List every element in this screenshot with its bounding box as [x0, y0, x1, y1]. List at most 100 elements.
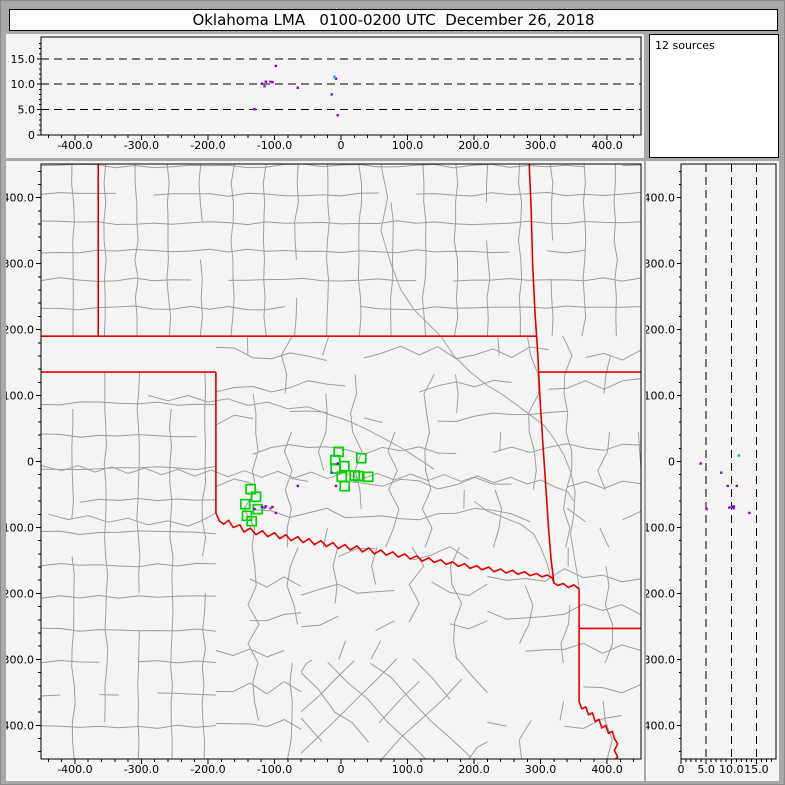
x-axis-tick-label: -300.0: [124, 763, 159, 776]
y-axis-tick-label: -400.0: [646, 719, 675, 732]
source-point: [253, 107, 256, 111]
window-title: Oklahoma LMA 0100-0200 UTC December 26, …: [9, 9, 778, 31]
altitude-tick-label: 10.0: [719, 763, 744, 776]
source-point: [296, 484, 299, 488]
y-axis-tick-label: 0: [668, 456, 675, 469]
source-point: [260, 82, 264, 85]
altitude-vs-eastwest-panel: -400.0 -300.0 -200.0 -100.0 0 100.0 200.0 300.0…: [6, 34, 644, 158]
source-point: [735, 484, 738, 488]
source-count-label: 12 sources: [655, 39, 715, 52]
source-point: [269, 80, 272, 83]
y-axis-tick-label: 400.0: [6, 192, 34, 205]
source-count-panel: 12 sources: [649, 34, 779, 158]
source-point: [269, 507, 272, 510]
altitude-tick-label: 5.0: [18, 104, 36, 117]
source-point: [271, 505, 274, 509]
source-point: [253, 507, 256, 511]
y-axis-tick-label: 300.0: [646, 258, 675, 271]
altitude-vs-eastwest-plot[interactable]: -400.0 -300.0 -200.0 -100.0 0 100.0 200.0 300.0…: [6, 34, 644, 158]
altitude-tick-label: 0: [28, 129, 35, 142]
altitude-tick-label: 5.0: [697, 763, 715, 776]
altitude-tick-label: 0: [678, 763, 685, 776]
source-point: [732, 507, 735, 510]
x-axis-tick-label: 200.0: [458, 139, 490, 152]
source-point: [726, 484, 729, 488]
x-axis-tick-label: 300.0: [525, 139, 557, 152]
source-point: [271, 80, 274, 84]
source-point: [330, 471, 333, 474]
map-layer: [41, 164, 641, 759]
lma-station-marker: [330, 463, 342, 474]
y-axis-tick-label: -200.0: [646, 587, 675, 600]
y-axis-tick-label: -200.0: [6, 587, 34, 600]
source-point: [705, 507, 708, 511]
source-point: [737, 454, 741, 457]
y-axis-tick-label: -100.0: [6, 521, 34, 534]
source-point: [728, 506, 731, 509]
x-axis-tick-label: 300.0: [525, 763, 557, 776]
lma-station-marker: [252, 503, 264, 515]
y-axis-tick-label: 200.0: [6, 324, 34, 337]
source-point: [336, 113, 339, 117]
x-axis-tick-label: -200.0: [190, 763, 225, 776]
y-axis-tick-label: 100.0: [646, 390, 675, 403]
source-point: [732, 505, 735, 509]
x-axis-tick-label: 200.0: [458, 763, 490, 776]
altitude-vs-northsouth-panel: 0 5.0 10.015.0 400.0 300.0 200.0 100.0 0 -100.0 -…: [646, 161, 779, 781]
source-point: [330, 93, 333, 96]
source-point: [296, 86, 299, 89]
source-point: [333, 454, 336, 457]
x-axis-tick-label: 0: [338, 763, 345, 776]
y-axis-tick-label: 100.0: [6, 390, 34, 403]
altitude-tick-label: 15.0: [11, 53, 36, 66]
source-point: [264, 80, 268, 83]
source-point: [274, 64, 278, 68]
x-axis-tick-label: -100.0: [257, 763, 292, 776]
source-point: [333, 75, 336, 78]
lma-station-marker: [349, 470, 361, 481]
source-point: [260, 505, 264, 509]
y-axis-tick-label: -300.0: [646, 653, 675, 666]
y-axis-tick-label: 200.0: [646, 324, 675, 337]
y-axis-tick-label: 0: [27, 456, 34, 469]
source-point: [263, 506, 266, 509]
y-axis-tick-label: -100.0: [646, 521, 675, 534]
y-axis-tick-label: 400.0: [646, 192, 675, 205]
altitude-tick-label: 10.0: [11, 78, 36, 91]
lma-station-marker: [246, 515, 258, 527]
source-point: [274, 511, 278, 515]
source-point: [334, 77, 338, 80]
y-axis-tick-label: -400.0: [6, 719, 34, 732]
plan-view-map-panel: -400.0 -300.0 -200.0 -100.0 0 100.0 200.0 300.0…: [6, 161, 644, 781]
lma-station-marker: [355, 452, 367, 464]
x-axis-tick-label: 400.0: [591, 139, 623, 152]
x-axis-tick-label: 0: [338, 139, 345, 152]
source-point: [730, 505, 733, 509]
source-point: [336, 462, 339, 465]
lma-station-marker: [239, 498, 251, 510]
y-axis-tick-label: -300.0: [6, 653, 34, 666]
x-axis-tick-label: -400.0: [57, 763, 92, 776]
lma-station-marker: [338, 460, 350, 472]
y-axis-tick-label: 300.0: [6, 258, 34, 271]
x-axis-tick-label: -100.0: [257, 139, 292, 152]
source-point: [264, 505, 268, 508]
x-axis-tick-label: 100.0: [392, 763, 424, 776]
source-point: [263, 85, 266, 88]
altitude-tick-label: 15.0: [744, 763, 769, 776]
source-point: [334, 484, 338, 488]
x-axis-tick-label: -200.0: [190, 139, 225, 152]
x-axis-tick-label: -300.0: [124, 139, 159, 152]
lma-station-marker: [250, 491, 262, 503]
lma-station-marker: [339, 480, 351, 492]
source-point: [720, 471, 723, 474]
source-point: [748, 511, 751, 515]
plan-view-map-plot[interactable]: -400.0 -300.0 -200.0 -100.0 0 100.0 200.0 300.0…: [6, 161, 644, 781]
lma-station-marker: [362, 471, 374, 483]
x-axis-tick-label: 400.0: [591, 763, 623, 776]
source-point: [699, 462, 702, 465]
x-axis-tick-label: -400.0: [57, 139, 92, 152]
x-axis-tick-label: 100.0: [392, 139, 424, 152]
altitude-vs-northsouth-plot[interactable]: 0 5.0 10.015.0 400.0 300.0 200.0 100.0 0 -100.0 -…: [646, 161, 779, 781]
